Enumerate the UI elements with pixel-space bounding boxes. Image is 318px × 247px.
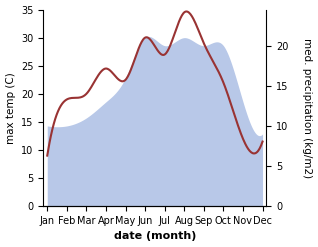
Y-axis label: max temp (C): max temp (C): [5, 72, 16, 144]
Y-axis label: med. precipitation (kg/m2): med. precipitation (kg/m2): [302, 38, 313, 178]
X-axis label: date (month): date (month): [114, 231, 196, 242]
